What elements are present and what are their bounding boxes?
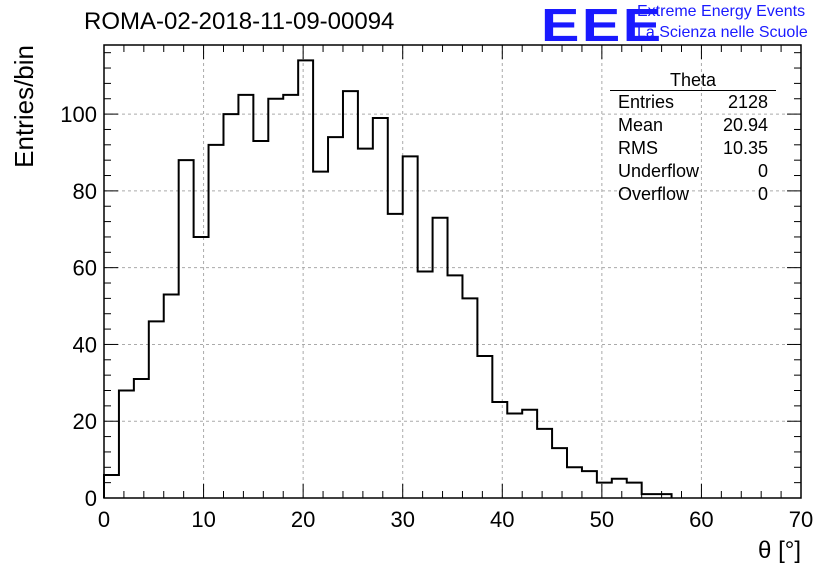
histogram-bin xyxy=(194,237,209,498)
histogram-bin xyxy=(507,414,522,498)
logo-caption-line1: Extreme Energy Events xyxy=(637,3,806,20)
x-tick-label: 50 xyxy=(590,507,614,532)
y-axis-label: Entries/bin xyxy=(9,45,39,168)
eee-logo: EEE xyxy=(541,0,664,51)
histogram-bin xyxy=(418,272,433,499)
stats-title: Theta xyxy=(610,70,776,91)
y-tick-label: 80 xyxy=(73,179,97,204)
histogram-bin xyxy=(313,172,328,498)
histogram-bin xyxy=(627,483,642,498)
histogram-outline xyxy=(103,59,673,498)
y-tick-label: 40 xyxy=(73,332,97,357)
histogram-bin xyxy=(104,475,119,498)
x-tick-label: 30 xyxy=(390,507,414,532)
histogram-bin xyxy=(448,275,463,498)
stats-row-entries: Entries 2128 xyxy=(610,91,776,114)
histogram-bin xyxy=(209,145,224,498)
stats-label: Overflow xyxy=(618,184,690,204)
histogram-bin xyxy=(179,160,194,498)
histogram-bin xyxy=(238,95,253,498)
histogram-bin xyxy=(268,99,283,498)
histogram-bin xyxy=(253,141,268,498)
stats-row-underflow: Underflow 0 xyxy=(610,160,776,183)
x-tick-label: 20 xyxy=(291,507,315,532)
histogram-bin xyxy=(119,391,134,498)
histogram-bin xyxy=(388,214,403,498)
y-tick-label: 0 xyxy=(85,486,97,511)
histogram-bin xyxy=(582,471,597,498)
histogram-bin xyxy=(164,295,179,498)
stats-label: RMS xyxy=(618,138,658,158)
histogram-bin xyxy=(492,402,507,498)
x-tick-label: 10 xyxy=(191,507,215,532)
x-tick-label: 0 xyxy=(98,507,110,532)
histogram-bin xyxy=(223,114,238,498)
stats-row-rms: RMS 10.35 xyxy=(610,137,776,160)
histogram-bin xyxy=(537,429,552,498)
stats-label: Mean xyxy=(618,115,664,135)
stats-value: 0 xyxy=(757,184,768,204)
histogram-bin xyxy=(522,410,537,498)
histogram-bin xyxy=(462,298,477,498)
histogram-bin xyxy=(597,483,612,498)
stats-value: 0 xyxy=(757,161,768,181)
stats-value: 2128 xyxy=(727,92,768,112)
stats-box: Theta Entries 2128 Mean 20.94 RMS 10.35 Underf… xyxy=(610,70,776,206)
plot-frame xyxy=(103,44,802,499)
stats-value: 20.94 xyxy=(722,115,768,135)
histogram-bin xyxy=(567,467,582,498)
x-tick-label: 40 xyxy=(490,507,514,532)
histogram-bin xyxy=(134,379,149,498)
histogram-bin xyxy=(552,448,567,498)
y-tick-label: 60 xyxy=(73,256,97,281)
stats-value: 10.35 xyxy=(722,138,768,158)
stats-row-overflow: Overflow 0 xyxy=(610,183,776,206)
x-axis-label: θ [°] xyxy=(758,537,801,564)
plot-title: ROMA-02-2018-11-09-00094 xyxy=(84,8,395,35)
histogram-bin xyxy=(433,218,448,498)
histogram-bin xyxy=(298,60,313,498)
histogram-bin xyxy=(612,479,627,498)
stats-row-mean: Mean 20.94 xyxy=(610,114,776,137)
histogram-bin xyxy=(149,321,164,498)
stats-label: Underflow xyxy=(618,161,700,181)
histogram-bin xyxy=(358,149,373,498)
histogram-bin xyxy=(403,156,418,498)
histogram-bin xyxy=(283,95,298,498)
logo-caption-line2: La Scienza nelle Scuole xyxy=(637,24,808,41)
histogram-bin xyxy=(343,91,358,498)
histogram-bin xyxy=(373,118,388,498)
x-tick-label: 60 xyxy=(689,507,713,532)
y-tick-label: 20 xyxy=(73,409,97,434)
y-tick-label: 100 xyxy=(60,102,97,127)
histogram-bin xyxy=(477,356,492,498)
stats-label: Entries xyxy=(618,92,675,112)
x-tick-label: 70 xyxy=(789,507,813,532)
